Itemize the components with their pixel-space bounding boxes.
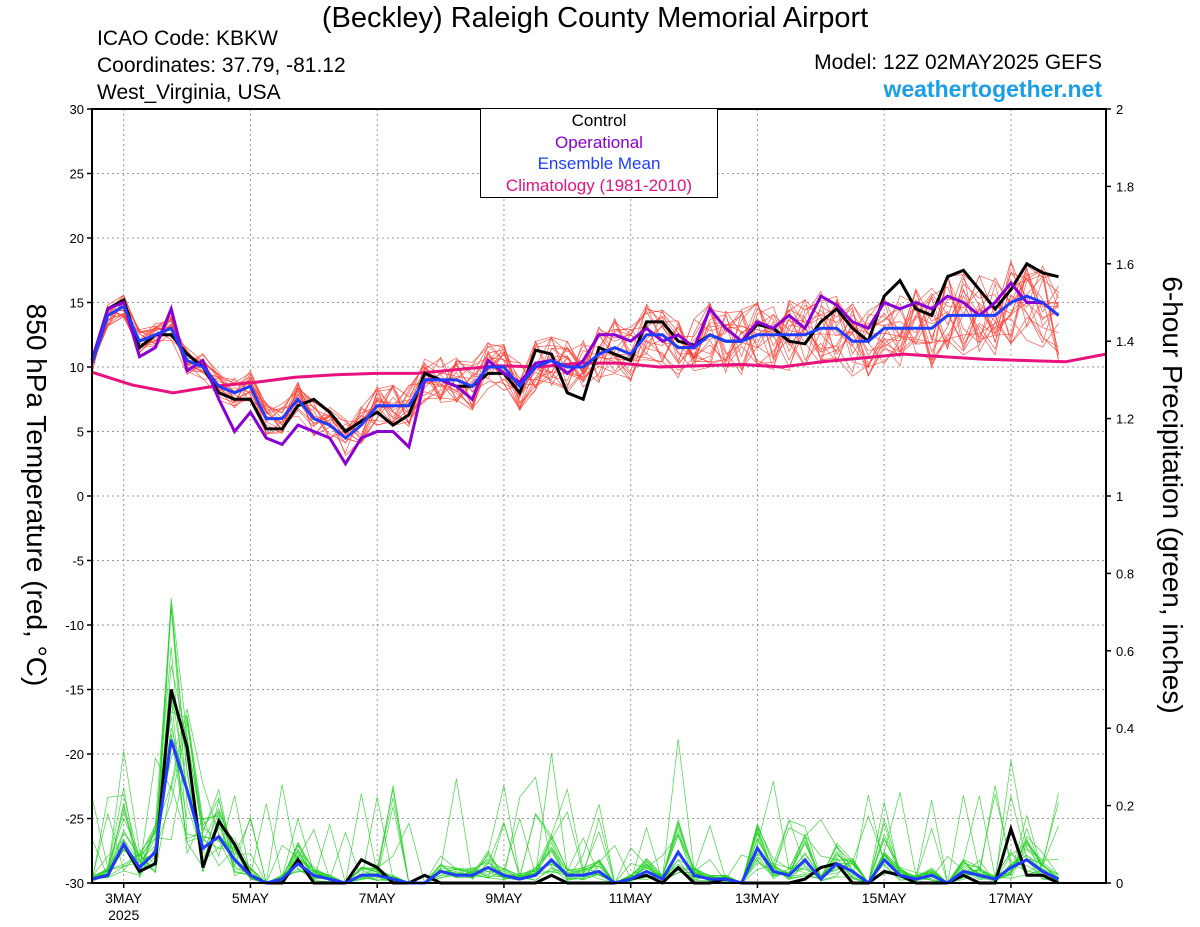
x-tick-label: 11MAY [609, 890, 653, 906]
right-tick-label: 1.8 [1116, 179, 1134, 194]
left-tick-label: 20 [70, 231, 84, 246]
legend-climatology: Climatology (1981-2010) [505, 175, 693, 195]
x-tick-label: 7MAY [359, 890, 397, 906]
x-tick-label: 3MAY [105, 890, 143, 906]
temp-control-line [90, 261, 1059, 434]
grid [92, 109, 1106, 883]
temp-member-line [91, 264, 1059, 441]
right-tick-label: 0.4 [1116, 721, 1134, 736]
precip-member-line [91, 703, 1059, 884]
legend-ensemble-mean: Ensemble Mean [537, 154, 661, 173]
precip-member-line [91, 608, 1059, 885]
icao-code: ICAO Code: KBKW [97, 27, 278, 50]
right-tick-label: 1 [1116, 489, 1123, 504]
climatology-line [91, 352, 1107, 395]
right-tick-label: 0 [1116, 876, 1123, 891]
temp-member-line [91, 279, 1059, 439]
precip-member-line [91, 714, 1059, 884]
legend-operational: Operational [555, 132, 643, 152]
right-tick-label: 1.6 [1116, 257, 1134, 272]
axes: 302520151050-5-10-15-20-25-3021.81.61.41… [65, 102, 1134, 923]
right-tick-label: 2 [1116, 102, 1123, 117]
x-tick-label: 9MAY [485, 890, 523, 906]
right-tick-label: 1.4 [1116, 334, 1134, 349]
left-tick-label: 30 [70, 102, 84, 117]
precip-mean-line [91, 739, 1060, 886]
precip-member-line [91, 711, 1059, 884]
left-axis-label: 850 hPa Temperature (red, °C) [21, 303, 52, 687]
legend-control: Control [571, 111, 627, 130]
right-tick-label: 0.6 [1116, 644, 1134, 659]
right-axis-label: 6-hour Precipitation (green, inches) [1157, 276, 1188, 714]
location: West_Virginia, USA [97, 81, 281, 104]
precip-member-line [91, 749, 1059, 884]
x-tick-label: 17MAY [989, 890, 1035, 906]
temp-mean-line [90, 294, 1060, 440]
coordinates: Coordinates: 37.79, -81.12 [97, 54, 346, 77]
left-tick-label: 0 [77, 489, 84, 504]
precip-member-line [91, 708, 1059, 884]
x-tick-label: 5MAY [232, 890, 270, 906]
left-tick-label: 10 [70, 360, 84, 375]
left-tick-label: 25 [70, 167, 84, 182]
left-tick-label: -25 [65, 812, 84, 827]
left-tick-label: -10 [65, 618, 84, 633]
precip-member-line [91, 785, 1059, 884]
temp-member-line [91, 274, 1059, 436]
left-tick-label: -20 [65, 747, 84, 762]
left-tick-label: -30 [65, 876, 84, 891]
temp-member-line [91, 259, 1059, 436]
left-tick-label: -15 [65, 683, 84, 698]
x-tick-sublabel: 2025 [108, 907, 139, 923]
temp-member-line [91, 291, 1059, 434]
climatology-series [91, 352, 1107, 395]
left-tick-label: 5 [77, 425, 84, 440]
right-tick-label: 1.2 [1116, 412, 1134, 427]
chart-title: (Beckley) Raleigh County Memorial Airpor… [321, 2, 869, 34]
left-tick-label: 15 [70, 296, 84, 311]
x-tick-label: 13MAY [735, 890, 781, 906]
x-tick-label: 15MAY [862, 890, 908, 906]
website-link[interactable]: weathertogether.net [883, 76, 1102, 102]
temp-member-line [91, 275, 1059, 436]
temp-member-line [91, 260, 1059, 442]
precip-member-line [91, 597, 1059, 884]
left-tick-label: -5 [72, 554, 84, 569]
model-run: Model: 12Z 02MAY2025 GEFS [814, 51, 1102, 74]
precip-member-line [91, 722, 1059, 884]
legend: Control Operational Ensemble Mean Climat… [480, 108, 718, 198]
right-tick-label: 0.8 [1116, 566, 1134, 581]
right-tick-label: 0.2 [1116, 799, 1134, 814]
